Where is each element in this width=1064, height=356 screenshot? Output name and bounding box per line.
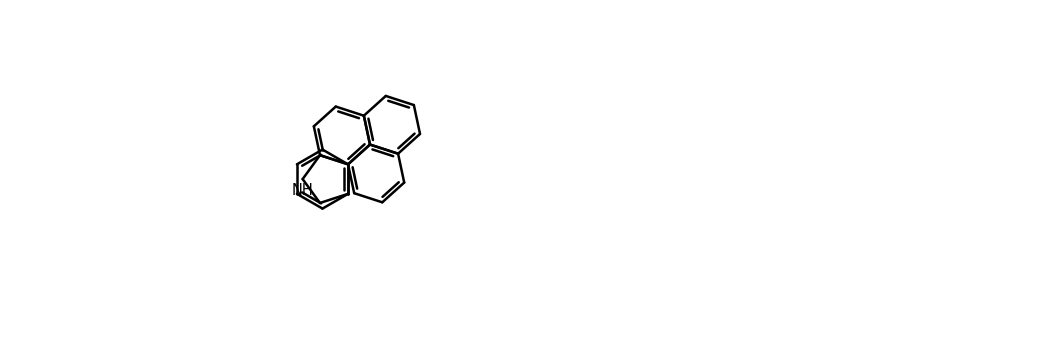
Text: NH: NH: [292, 183, 314, 198]
